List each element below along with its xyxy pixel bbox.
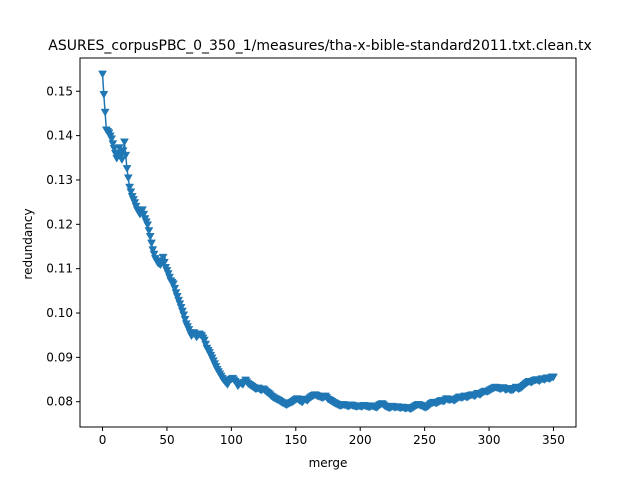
data-point-marker (138, 206, 147, 215)
axes-group: 0 50 100 150 200 250 300 350 0.08 0.09 0.10 0.11 0.1… (46, 57, 577, 447)
data-point-marker (125, 183, 135, 192)
x-tick-label: 100 (220, 433, 243, 447)
data-point-marker (201, 340, 211, 349)
data-point-marker (159, 258, 169, 267)
x-axis-label: merge (309, 456, 348, 470)
y-tick-label: 0.12 (46, 217, 73, 231)
data-point-marker (118, 147, 128, 156)
series-line (101, 74, 554, 411)
data-point-marker (549, 373, 558, 382)
x-tick-label: 150 (284, 433, 307, 447)
data-point-marker (158, 253, 168, 262)
x-tick-label: 300 (478, 433, 501, 447)
data-point-marker (147, 239, 156, 248)
data-point-marker (177, 307, 187, 316)
data-point-marker (199, 336, 209, 345)
series-group (98, 70, 558, 414)
data-point-marker (168, 280, 178, 289)
chart-title: ASURES_corpusPBC_0_350_1/measures/tha-x-… (48, 38, 591, 54)
x-tick-label: 50 (159, 433, 174, 447)
data-point-marker (122, 165, 132, 173)
data-point-marker (121, 151, 131, 160)
data-point-marker (99, 91, 109, 99)
data-point-marker (143, 221, 153, 230)
data-point-marker (126, 188, 136, 197)
y-axis-label: redundancy (21, 208, 35, 279)
data-point-marker (109, 145, 119, 153)
data-point-marker (148, 246, 158, 255)
data-point-marker (139, 210, 149, 219)
x-tick-label: 350 (542, 433, 565, 447)
x-tick-label: 0 (99, 433, 107, 447)
data-point-marker (149, 250, 159, 259)
y-tick-label: 0.15 (46, 84, 73, 98)
data-point-marker (117, 156, 127, 165)
data-point-marker (144, 227, 154, 235)
data-point-marker (100, 108, 110, 117)
data-point-marker (145, 232, 155, 241)
y-tick-label: 0.13 (46, 173, 73, 187)
data-point-marker (107, 135, 116, 144)
y-tick-label: 0.10 (46, 306, 73, 320)
y-tick-label: 0.11 (46, 262, 73, 276)
y-tick-label: 0.09 (46, 350, 73, 364)
data-point-marker (123, 174, 133, 183)
plot-frame (79, 57, 577, 428)
data-point-marker (108, 140, 118, 149)
data-point-marker (172, 293, 182, 301)
data-point-marker (176, 303, 186, 312)
data-point-marker (171, 289, 181, 298)
x-tick-label: 200 (349, 433, 372, 447)
data-point-marker (180, 315, 190, 324)
x-tick-label: 250 (413, 433, 436, 447)
y-tick-label: 0.14 (46, 129, 73, 143)
data-point-marker (179, 311, 189, 320)
data-point-marker (120, 138, 129, 147)
y-tick-label: 0.08 (46, 395, 73, 409)
data-point-marker (98, 70, 107, 79)
data-point-marker (170, 284, 180, 293)
